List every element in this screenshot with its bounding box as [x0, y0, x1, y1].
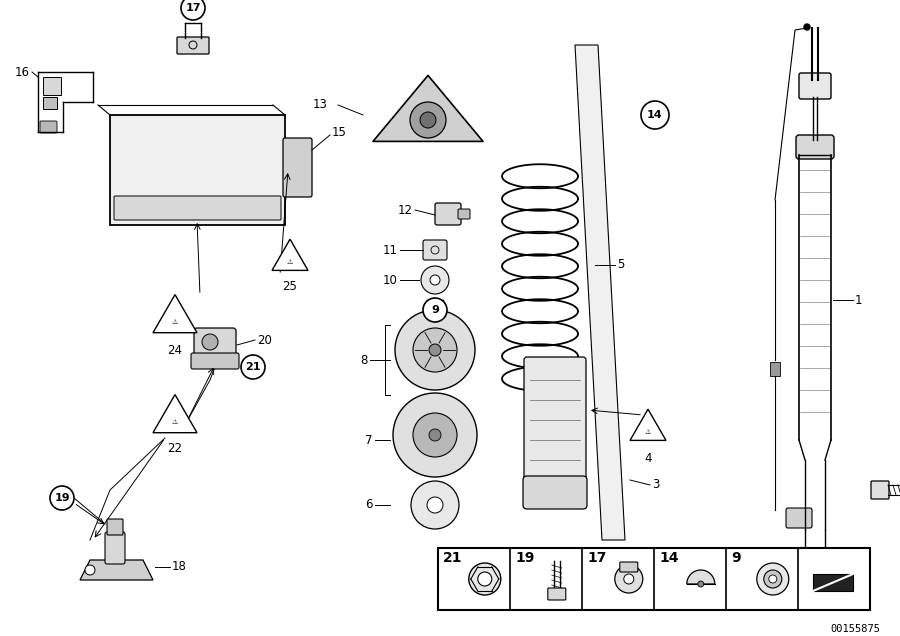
Circle shape — [764, 570, 782, 588]
Text: 21: 21 — [245, 362, 261, 372]
Circle shape — [85, 565, 95, 575]
Text: 14: 14 — [659, 551, 679, 565]
Text: 6: 6 — [365, 499, 373, 511]
Bar — [43, 77, 61, 95]
Circle shape — [427, 497, 443, 513]
Circle shape — [241, 355, 265, 379]
Text: 5: 5 — [617, 258, 625, 272]
Text: 21: 21 — [443, 551, 463, 565]
Text: 17: 17 — [185, 3, 201, 13]
FancyBboxPatch shape — [523, 476, 587, 509]
FancyBboxPatch shape — [110, 115, 285, 225]
Circle shape — [395, 310, 475, 390]
Circle shape — [423, 298, 447, 322]
Text: ⚠: ⚠ — [172, 419, 178, 425]
Wedge shape — [687, 570, 715, 584]
Polygon shape — [630, 409, 666, 440]
Text: 19: 19 — [54, 493, 70, 503]
FancyBboxPatch shape — [458, 209, 470, 219]
Text: 8: 8 — [361, 354, 368, 366]
FancyBboxPatch shape — [871, 481, 889, 499]
Bar — [438, 548, 870, 610]
Text: 15: 15 — [332, 127, 347, 139]
Polygon shape — [373, 76, 483, 141]
Text: 9: 9 — [431, 305, 439, 315]
Circle shape — [411, 481, 459, 529]
Circle shape — [615, 565, 643, 593]
Text: 22: 22 — [167, 441, 183, 455]
Circle shape — [410, 102, 446, 138]
Circle shape — [478, 572, 491, 586]
Text: 20: 20 — [257, 333, 272, 347]
FancyBboxPatch shape — [524, 357, 586, 483]
Circle shape — [413, 413, 457, 457]
Text: 11: 11 — [383, 244, 398, 256]
Text: 14: 14 — [647, 110, 662, 120]
Circle shape — [804, 24, 810, 30]
Text: 9: 9 — [731, 551, 741, 565]
Polygon shape — [575, 45, 625, 540]
Text: 13: 13 — [313, 99, 328, 111]
Text: ⚠: ⚠ — [172, 319, 178, 325]
Text: 12: 12 — [398, 204, 413, 216]
Text: 24: 24 — [167, 343, 183, 357]
Polygon shape — [153, 294, 197, 333]
FancyBboxPatch shape — [786, 508, 812, 528]
Circle shape — [624, 574, 634, 584]
Circle shape — [469, 563, 500, 595]
FancyBboxPatch shape — [435, 203, 461, 225]
Text: 19: 19 — [515, 551, 535, 565]
Text: 00155875: 00155875 — [830, 624, 880, 634]
FancyBboxPatch shape — [105, 532, 125, 564]
Circle shape — [181, 0, 205, 20]
Text: 4: 4 — [644, 452, 652, 464]
Bar — [43, 97, 57, 109]
FancyBboxPatch shape — [40, 121, 57, 133]
Text: 18: 18 — [172, 560, 187, 574]
Polygon shape — [813, 574, 853, 591]
FancyBboxPatch shape — [548, 588, 566, 600]
Circle shape — [50, 486, 74, 510]
Polygon shape — [272, 239, 308, 270]
Circle shape — [393, 393, 477, 477]
Text: 16: 16 — [15, 66, 30, 78]
FancyBboxPatch shape — [796, 135, 834, 159]
Circle shape — [641, 101, 669, 129]
Text: 25: 25 — [283, 280, 297, 293]
FancyBboxPatch shape — [423, 240, 447, 260]
Circle shape — [769, 575, 777, 583]
Text: 1: 1 — [855, 293, 862, 307]
Circle shape — [429, 344, 441, 356]
Text: 10: 10 — [383, 273, 398, 286]
Text: ⚠: ⚠ — [287, 259, 293, 265]
Circle shape — [420, 112, 436, 128]
FancyBboxPatch shape — [799, 73, 831, 99]
FancyBboxPatch shape — [191, 353, 239, 369]
FancyBboxPatch shape — [107, 519, 123, 535]
Text: 3: 3 — [652, 478, 660, 492]
Circle shape — [429, 429, 441, 441]
Text: 17: 17 — [587, 551, 607, 565]
Circle shape — [757, 563, 788, 595]
FancyBboxPatch shape — [194, 328, 236, 362]
Bar — [770, 362, 780, 376]
FancyBboxPatch shape — [620, 562, 638, 572]
Circle shape — [421, 266, 449, 294]
FancyBboxPatch shape — [283, 138, 312, 197]
Polygon shape — [153, 394, 197, 432]
FancyBboxPatch shape — [114, 196, 281, 220]
Circle shape — [698, 581, 704, 587]
Circle shape — [413, 328, 457, 372]
FancyBboxPatch shape — [177, 37, 209, 54]
Circle shape — [202, 334, 218, 350]
Circle shape — [430, 275, 440, 285]
Polygon shape — [80, 560, 153, 580]
Text: ⚠: ⚠ — [645, 429, 651, 435]
Text: 7: 7 — [365, 434, 373, 446]
